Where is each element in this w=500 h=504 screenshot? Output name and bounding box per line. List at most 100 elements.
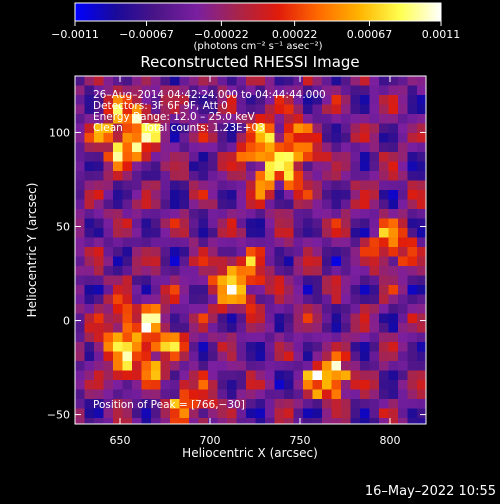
heatmap-cell: [388, 133, 399, 144]
heatmap-cell: [331, 218, 342, 229]
heatmap-cell: [103, 114, 114, 125]
heatmap-cell: [198, 313, 209, 324]
heatmap-cell: [398, 95, 409, 106]
heatmap-cell: [189, 313, 200, 324]
heatmap-cell: [407, 361, 418, 372]
y-tick-label: 50: [56, 220, 70, 233]
heatmap-cell: [331, 209, 342, 220]
heatmap-cell: [369, 171, 380, 182]
heatmap-cell: [170, 389, 181, 400]
heatmap-cell: [75, 380, 86, 391]
heatmap-cell: [75, 123, 86, 134]
heatmap-cell: [369, 133, 380, 144]
heatmap-cell: [350, 218, 361, 229]
heatmap-cell: [350, 199, 361, 210]
heatmap-cell: [132, 285, 143, 296]
heatmap-cell: [141, 171, 152, 182]
heatmap-cell: [388, 247, 399, 258]
heatmap-cell: [236, 266, 247, 277]
heatmap-cell: [84, 237, 95, 248]
heatmap-cell: [293, 104, 304, 115]
heatmap-cell: [151, 142, 162, 153]
heatmap-cell: [398, 304, 409, 315]
heatmap-cell: [341, 294, 352, 305]
heatmap-cell: [369, 228, 380, 239]
heatmap-cell: [407, 123, 418, 134]
heatmap-cell: [293, 332, 304, 343]
heatmap-cell: [236, 161, 247, 172]
heatmap-cell: [360, 399, 371, 410]
peak-position-label: Position of Peak = [766,−30]: [93, 399, 245, 411]
heatmap-cell: [217, 323, 228, 334]
heatmap-cell: [322, 370, 333, 381]
heatmap-cell: [293, 275, 304, 286]
y-axis: −50 0 50 100: [47, 126, 426, 422]
heatmap-cell: [398, 370, 409, 381]
heatmap-cell: [388, 323, 399, 334]
heatmap-cell: [75, 142, 86, 153]
heatmap-cell: [265, 209, 276, 220]
heatmap-cell: [284, 133, 295, 144]
heatmap-cell: [236, 351, 247, 362]
heatmap-cell: [379, 218, 390, 229]
heatmap-cell: [236, 171, 247, 182]
heatmap-cell: [331, 370, 342, 381]
heatmap-cell: [160, 218, 171, 229]
heatmap-cell: [151, 361, 162, 372]
heatmap-cell: [217, 199, 228, 210]
heatmap-cell: [407, 256, 418, 267]
heatmap-cell: [141, 228, 152, 239]
heatmap-cell: [407, 380, 418, 391]
heatmap-cell: [246, 152, 257, 163]
heatmap-cell: [189, 209, 200, 220]
heatmap-cell: [284, 161, 295, 172]
heatmap-cell: [274, 247, 285, 258]
heatmap-cell: [160, 399, 171, 410]
heatmap-cell: [284, 418, 295, 424]
heatmap-cell: [122, 180, 133, 191]
heatmap-cell: [189, 332, 200, 343]
heatmap-cell: [94, 389, 105, 400]
heatmap-cell: [75, 285, 86, 296]
heatmap-cell: [322, 408, 333, 419]
heatmap-cell: [293, 85, 304, 96]
heatmap-cell: [417, 76, 426, 87]
heatmap-cell: [322, 332, 333, 343]
heatmap-cell: [322, 237, 333, 248]
heatmap-cell: [274, 237, 285, 248]
heatmap-cell: [322, 76, 333, 87]
heatmap-cell: [189, 142, 200, 153]
heatmap-cell: [103, 408, 114, 419]
heatmap-cell: [388, 275, 399, 286]
heatmap-cell: [208, 408, 219, 419]
heatmap-cell: [189, 304, 200, 315]
heatmap-cell: [236, 304, 247, 315]
heatmap-cell: [122, 332, 133, 343]
heatmap-cell: [179, 85, 190, 96]
heatmap-cell: [312, 247, 323, 258]
heatmap-cell: [312, 313, 323, 324]
heatmap-cell: [417, 380, 426, 391]
heatmap-cell: [417, 342, 426, 353]
heatmap-cell: [369, 247, 380, 258]
heatmap-cell: [198, 266, 209, 277]
heatmap-cell: [274, 76, 285, 87]
heatmap-cell: [227, 304, 238, 315]
heatmap-cell: [170, 370, 181, 381]
heatmap-cell: [265, 237, 276, 248]
heatmap-cell: [236, 370, 247, 381]
heatmap-cell: [360, 209, 371, 220]
heatmap-cell: [132, 228, 143, 239]
heatmap-cell: [312, 256, 323, 267]
heatmap-cell: [417, 85, 426, 96]
heatmap-cell: [84, 408, 95, 419]
heatmap-cell: [407, 285, 418, 296]
heatmap-cell: [179, 275, 190, 286]
heatmap-cell: [274, 171, 285, 182]
heatmap-cell: [331, 104, 342, 115]
heatmap-cell: [322, 285, 333, 296]
heatmap-cell: [151, 323, 162, 334]
heatmap-cell: [379, 304, 390, 315]
heatmap-cell: [255, 209, 266, 220]
